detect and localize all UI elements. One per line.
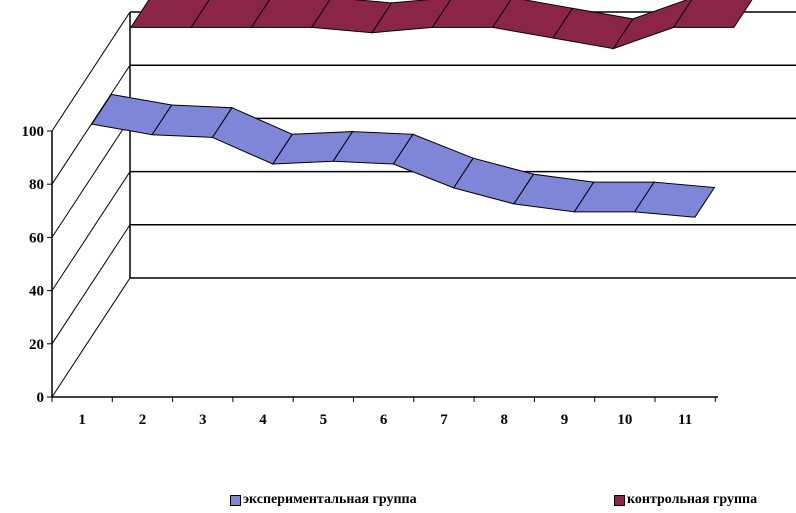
gridline-side-60 bbox=[51, 118, 131, 238]
gridline-side-40 bbox=[51, 171, 131, 291]
gridline-side-0 bbox=[51, 277, 131, 398]
series-1-segment-9 bbox=[612, 0, 693, 50]
gridline-side-100 bbox=[51, 11, 131, 132]
x-tick-label: 1 bbox=[78, 412, 86, 428]
series-1-segment-6 bbox=[431, 0, 512, 28]
legend-item-control: контрольная группа bbox=[614, 492, 757, 508]
x-tick-label: 3 bbox=[199, 412, 207, 428]
series-1-segment-3 bbox=[250, 0, 331, 28]
y-tick-label: 20 bbox=[29, 337, 44, 353]
x-tick-label: 7 bbox=[440, 412, 448, 428]
x-tick-label: 2 bbox=[139, 412, 147, 428]
x-tick-label: 10 bbox=[617, 412, 632, 428]
y-tick-label: 40 bbox=[29, 284, 44, 300]
y-tick-label: 80 bbox=[29, 177, 44, 193]
series-1-segment-10 bbox=[672, 0, 753, 28]
x-tick-label: 5 bbox=[320, 412, 328, 428]
legend-swatch-control bbox=[614, 494, 625, 506]
legend-label-experimental: экспериментальная группа bbox=[243, 492, 417, 507]
gridline-side-80 bbox=[51, 64, 131, 185]
axes bbox=[47, 12, 718, 402]
x-tick-label: 9 bbox=[561, 412, 569, 428]
legend-label-control: контрольная группа bbox=[627, 492, 758, 507]
x-tick-label: 4 bbox=[259, 412, 267, 428]
y-tick-labels: 0 20 40 60 80 100 bbox=[22, 124, 45, 406]
gridline-side-20 bbox=[51, 224, 131, 345]
x-tick-labels: 1 2 3 4 5 6 7 8 9 10 11 bbox=[78, 412, 692, 428]
legend-item-experimental: экспериментальная группа bbox=[230, 492, 417, 508]
series-0-segment-10 bbox=[633, 181, 716, 218]
x-tick-label: 11 bbox=[678, 412, 692, 428]
ribbons bbox=[91, 0, 753, 218]
series-1-segment-2 bbox=[190, 0, 271, 28]
series-1-segment-1 bbox=[129, 0, 210, 28]
y-tick-label: 100 bbox=[22, 124, 45, 140]
x-tick-label: 8 bbox=[501, 412, 509, 428]
y-tick-label: 60 bbox=[29, 230, 44, 246]
series-1-segment-5 bbox=[371, 0, 451, 34]
y-tick-label: 0 bbox=[37, 390, 45, 406]
legend-swatch-experimental bbox=[230, 494, 241, 506]
x-tick-label: 6 bbox=[380, 412, 388, 428]
